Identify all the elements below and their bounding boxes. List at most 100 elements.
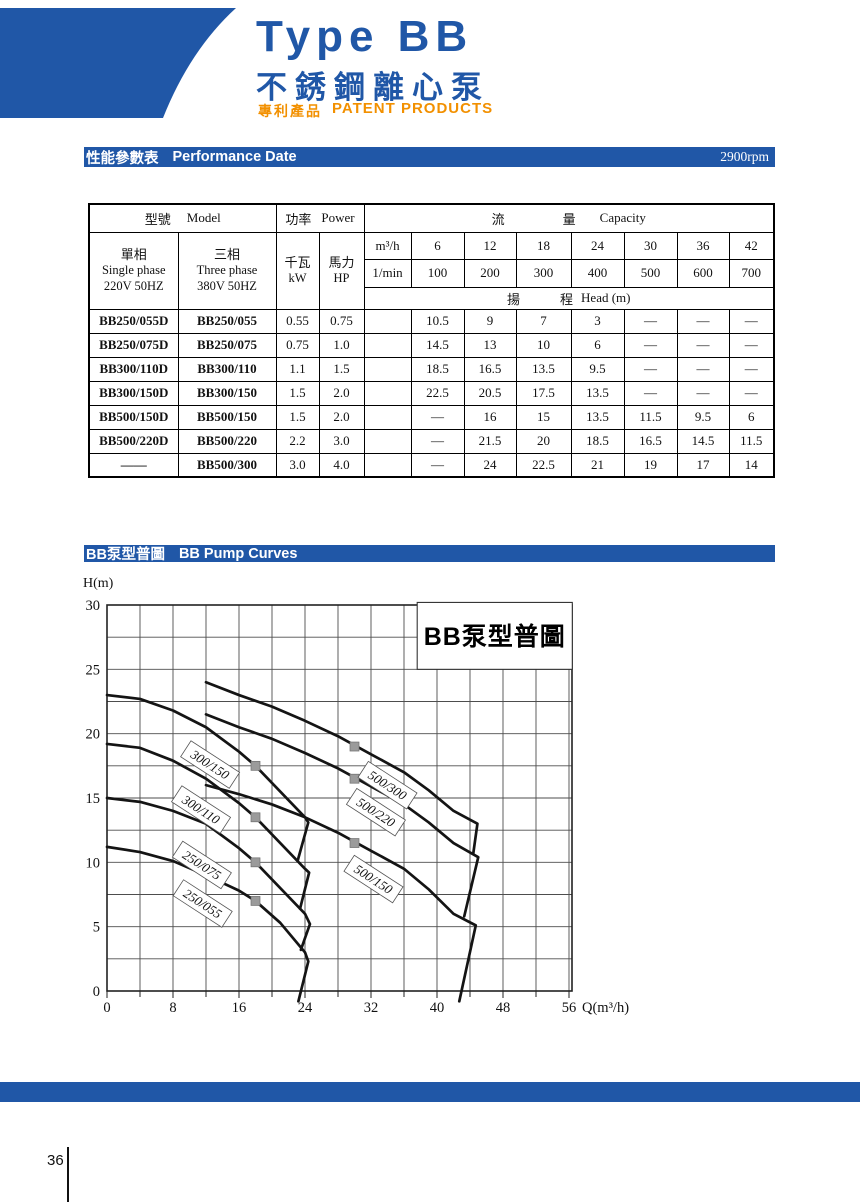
svg-text:30: 30	[86, 598, 101, 614]
cell-model-single: BB300/150D	[88, 380, 179, 406]
cell-flow-spacer	[363, 428, 412, 454]
flow-lmin-value: 200	[463, 258, 517, 288]
cell-head: 15	[515, 404, 572, 430]
svg-text:56: 56	[562, 1000, 577, 1016]
cell-head: 16.5	[463, 356, 517, 382]
performance-title-cjk: 性能參數表	[86, 150, 159, 167]
header-head-row: 揚程 Head (m)	[363, 286, 775, 310]
header-power-en: Power	[321, 210, 355, 226]
cell-hp: 0.75	[318, 308, 365, 334]
cell-head: —	[676, 356, 730, 382]
cell-head: —	[623, 356, 678, 382]
cell-hp: 4.0	[318, 452, 365, 478]
y-axis: 0 5 10 15 20 25 30 H(m)	[83, 576, 114, 1000]
cell-flow-spacer	[363, 380, 412, 406]
cell-model-three: BB250/075	[177, 332, 277, 358]
cell-kw: 0.75	[275, 332, 320, 358]
x-axis: 0 8 16 24 32 40 48 56 Q(m³/h)	[103, 991, 629, 1016]
cell-model-three: BB250/055	[177, 308, 277, 334]
cell-head: 6	[728, 404, 775, 430]
cell-head: —	[676, 380, 730, 406]
cell-model-three: BB300/110	[177, 356, 277, 382]
flow-unit-m3h: m³/h	[363, 231, 412, 260]
svg-text:48: 48	[496, 1000, 511, 1016]
cell-head: 16.5	[623, 428, 678, 454]
cell-head: 16	[463, 404, 517, 430]
table-row: BB300/150D BB300/150 1.5 2.0 22.5 20.5 17.5 13.…	[88, 380, 775, 406]
cell-kw: 3.0	[275, 452, 320, 478]
cell-head: 18.5	[570, 428, 625, 454]
svg-text:16: 16	[232, 1000, 247, 1016]
cell-head: 18.5	[410, 356, 465, 382]
cell-hp: 3.0	[318, 428, 365, 454]
curves-title-cjk: BB泵型普圖	[86, 547, 165, 563]
cell-head: 10.5	[410, 308, 465, 334]
curve-500-150	[204, 783, 478, 1003]
cell-head: 19	[623, 452, 678, 478]
cell-head: 9	[463, 308, 517, 334]
cell-kw: 0.55	[275, 308, 320, 334]
rpm-label: 2900rpm	[720, 149, 769, 164]
pump-curves-svg: BB泵型普圖250/055250/075300/110300/150500/15…	[83, 576, 629, 1016]
cell-model-single: BB500/150D	[88, 404, 179, 430]
cell-head: 17	[676, 452, 730, 478]
curve-250-055	[105, 845, 310, 1003]
flow-lmin-value: 400	[570, 258, 625, 288]
curve-300-150	[105, 693, 310, 863]
cell-head: 22.5	[410, 380, 465, 406]
flow-lmin-value: 700	[728, 258, 775, 288]
flow-m3h-value: 12	[463, 231, 517, 260]
marker-300-110	[250, 812, 261, 823]
page-number: 36	[47, 1152, 64, 1169]
cell-head: 21	[570, 452, 625, 478]
cell-head: —	[728, 332, 775, 358]
cell-head: 13.5	[570, 404, 625, 430]
page-number-rule	[67, 1147, 69, 1202]
performance-title-en: Performance Date	[172, 149, 297, 165]
cell-head: 21.5	[463, 428, 517, 454]
table-row: BB300/110D BB300/110 1.1 1.5 18.5 16.5 13.5 9.5…	[88, 356, 775, 382]
header-model-en: Model	[186, 210, 221, 226]
cell-head: 24	[463, 452, 517, 478]
cell-head: 14	[728, 452, 775, 478]
header-three-phase: 三相 Three phase 380V 50HZ	[177, 231, 277, 310]
cell-head: 11.5	[728, 428, 775, 454]
flow-unit-lmin: 1/min	[363, 258, 412, 288]
cell-head: —	[623, 332, 678, 358]
cell-head: —	[676, 332, 730, 358]
svg-text:10: 10	[86, 855, 101, 871]
flow-m3h-value: 36	[676, 231, 730, 260]
curve-250-075	[105, 796, 312, 952]
cell-head: —	[728, 380, 775, 406]
cell-hp: 1.5	[318, 356, 365, 382]
curve-label-250-055: 250/055	[172, 879, 233, 928]
table-row: BB250/075D BB250/075 0.75 1.0 14.5 13 10 6— — —	[88, 332, 775, 358]
header-single-phase: 單相 Single phase 220V 50HZ	[88, 231, 179, 310]
cell-flow-spacer	[363, 332, 412, 358]
curve-300-110	[105, 742, 311, 911]
cell-head: 13.5	[515, 356, 572, 382]
table-row: BB500/150D BB500/150 1.5 2.0 —16 15 13.5 11.5 9.…	[88, 404, 775, 430]
cell-head: 22.5	[515, 452, 572, 478]
cell-flow-spacer	[363, 308, 412, 334]
header-power: 功率 Power	[275, 203, 365, 233]
cell-model-single: BB250/075D	[88, 332, 179, 358]
table-row: BB250/055D BB250/055 0.55 0.75 10.5 9 7 3— — —	[88, 308, 775, 334]
curve-500-300	[204, 680, 479, 855]
page-subtitle-cjk: 不銹鋼離心泵	[256, 70, 490, 105]
curves-title-en: BB Pump Curves	[178, 545, 298, 562]
patent-label-cjk: 專利產品	[258, 103, 322, 119]
flow-m3h-value: 24	[570, 231, 625, 260]
cell-head: —	[623, 380, 678, 406]
cell-flow-spacer	[363, 452, 412, 478]
cell-head: 10	[515, 332, 572, 358]
cell-head: 20.5	[463, 380, 517, 406]
marker-500-150	[349, 838, 360, 848]
svg-text:40: 40	[430, 1000, 445, 1016]
x-axis-title: Q(m³/h)	[582, 1000, 629, 1016]
svg-text:5: 5	[93, 920, 100, 936]
marker-500-300	[349, 741, 360, 752]
flow-lmin-value: 500	[623, 258, 678, 288]
svg-text:24: 24	[298, 1000, 313, 1016]
